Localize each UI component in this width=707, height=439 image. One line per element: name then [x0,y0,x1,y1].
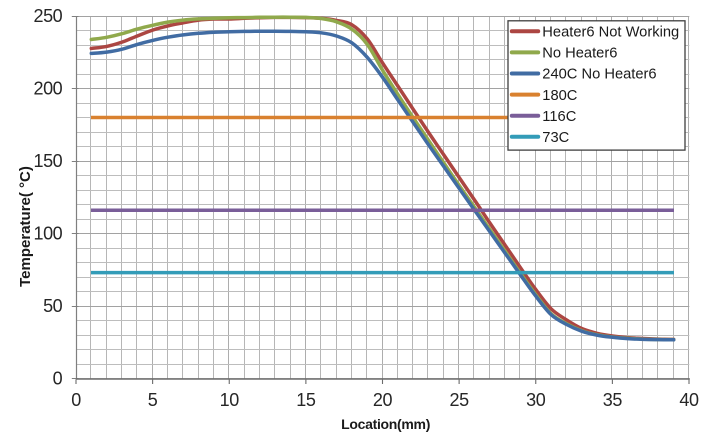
svg-text:116C: 116C [542,109,576,125]
svg-text:Heater6 Not Working: Heater6 Not Working [542,25,679,41]
svg-text:10: 10 [220,390,240,410]
svg-text:0: 0 [53,369,63,389]
svg-text:150: 150 [33,151,62,171]
svg-text:50: 50 [43,296,63,316]
svg-text:20: 20 [373,390,393,410]
svg-text:73C: 73C [542,130,569,146]
svg-text:Temperature( °C): Temperature( °C) [17,166,34,287]
svg-text:0: 0 [71,390,81,410]
svg-text:200: 200 [33,79,62,99]
svg-text:180C: 180C [542,88,578,104]
svg-text:40: 40 [679,390,699,410]
svg-text:5: 5 [148,390,158,410]
svg-text:30: 30 [526,390,546,410]
svg-text:No Heater6: No Heater6 [542,46,617,62]
svg-text:Location(mm): Location(mm) [341,416,430,432]
svg-text:25: 25 [449,390,469,410]
svg-text:250: 250 [33,6,62,26]
svg-text:35: 35 [603,390,623,410]
svg-text:15: 15 [296,390,316,410]
svg-text:240C No Heater6: 240C No Heater6 [542,67,656,83]
svg-text:100: 100 [33,224,62,244]
